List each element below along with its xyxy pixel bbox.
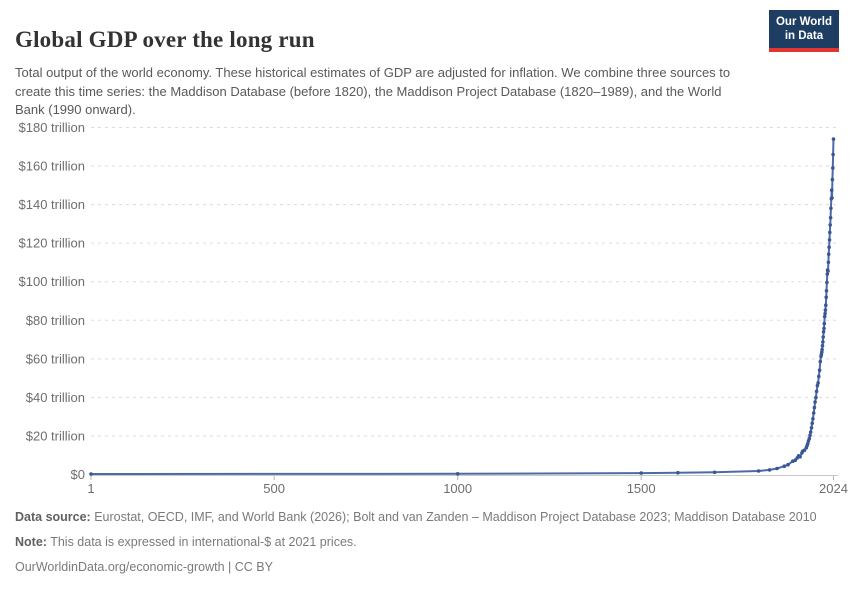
data-point bbox=[829, 188, 834, 192]
x-tick-label: 1500 bbox=[627, 481, 656, 496]
data-point bbox=[820, 347, 824, 352]
separator: | bbox=[224, 560, 235, 574]
y-tick-label: $140 trillion bbox=[19, 197, 86, 212]
data-point bbox=[822, 321, 827, 326]
data-point bbox=[828, 230, 832, 235]
data-point bbox=[828, 223, 832, 227]
data-point bbox=[824, 289, 829, 293]
data-point bbox=[831, 137, 836, 141]
data-point bbox=[455, 472, 460, 476]
owid-logo-line2: in Data bbox=[784, 29, 824, 42]
owid-logo-line1: Our World bbox=[775, 16, 832, 28]
y-axis-labels: $0 $20 trillion $40 trillion $60 trillion $8… bbox=[19, 120, 86, 482]
data-point bbox=[826, 269, 830, 273]
page-title: Global GDP over the long run bbox=[15, 27, 315, 53]
data-point bbox=[831, 166, 835, 170]
x-tick-label: 500 bbox=[263, 481, 285, 496]
data-point bbox=[820, 343, 825, 348]
data-point bbox=[821, 330, 826, 334]
data-point bbox=[815, 383, 820, 388]
data-point bbox=[807, 436, 812, 441]
data-point bbox=[811, 417, 815, 421]
data-point bbox=[822, 314, 827, 319]
data-point bbox=[810, 421, 814, 426]
y-tick-label: $20 trillion bbox=[26, 428, 85, 443]
x-tick-label: 2024 bbox=[819, 481, 848, 496]
data-point bbox=[808, 430, 813, 434]
data-point bbox=[798, 455, 802, 459]
data-point bbox=[831, 152, 835, 157]
data-point bbox=[89, 472, 93, 476]
data-point bbox=[816, 381, 820, 385]
owid-logo[interactable]: Our World in Data bbox=[768, 10, 839, 52]
note-label: Note: bbox=[15, 535, 47, 549]
gdp-line bbox=[90, 138, 835, 475]
data-point bbox=[775, 466, 779, 471]
chart-footer: Data source: Eurostat, OECD, IMF, and Wo… bbox=[15, 508, 825, 583]
data-point bbox=[806, 441, 810, 446]
data-point bbox=[827, 238, 832, 242]
data-point bbox=[639, 471, 643, 475]
data-point bbox=[811, 411, 816, 415]
chart-subtitle: Total output of the world economy. These… bbox=[15, 65, 731, 117]
data-point bbox=[823, 308, 828, 312]
y-tick-label: $80 trillion bbox=[26, 313, 85, 328]
data-point bbox=[817, 368, 822, 373]
x-tick-label: 1000 bbox=[443, 481, 472, 496]
data-point bbox=[827, 245, 831, 249]
attribution-line: OurWorldinData.org/economic-growth | CC … bbox=[15, 558, 825, 576]
data-point bbox=[802, 448, 807, 453]
data-point bbox=[825, 272, 830, 276]
data-point bbox=[824, 303, 828, 308]
data-source-label: Data source: bbox=[15, 510, 91, 524]
owid-url-link[interactable]: OurWorldinData.org/economic-growth bbox=[15, 560, 225, 574]
data-point bbox=[829, 206, 833, 211]
x-axis-labels: 1 500 1000 1500 2024 bbox=[87, 481, 848, 496]
gdp-line-series bbox=[89, 137, 836, 476]
license-label: CC BY bbox=[234, 560, 273, 574]
data-point bbox=[821, 340, 825, 344]
data-point bbox=[812, 405, 817, 410]
data-point bbox=[824, 295, 828, 300]
data-point bbox=[821, 335, 825, 339]
data-point bbox=[825, 280, 829, 285]
y-gridlines bbox=[91, 127, 838, 437]
y-tick-label: $180 trillion bbox=[19, 120, 86, 135]
data-point bbox=[782, 464, 787, 469]
data-point bbox=[814, 395, 818, 400]
data-point bbox=[813, 400, 817, 404]
y-tick-label: $120 trillion bbox=[19, 236, 86, 251]
y-tick-label: $160 trillion bbox=[19, 159, 86, 174]
data-point bbox=[786, 462, 790, 467]
data-point bbox=[712, 470, 717, 475]
data-source-line: Data source: Eurostat, OECD, IMF, and Wo… bbox=[15, 508, 825, 526]
y-tick-label: $100 trillion bbox=[19, 274, 86, 289]
y-tick-label: $40 trillion bbox=[26, 390, 85, 405]
data-point bbox=[767, 468, 772, 472]
data-point bbox=[676, 470, 680, 475]
x-axis bbox=[90, 475, 838, 480]
data-point bbox=[756, 469, 761, 473]
data-point bbox=[826, 260, 831, 265]
y-tick-label: $60 trillion bbox=[26, 351, 85, 366]
data-source-text: Eurostat, OECD, IMF, and World Bank (202… bbox=[90, 510, 817, 524]
note-text: This data is expressed in international-… bbox=[46, 535, 357, 549]
data-point bbox=[809, 426, 814, 430]
note-line: Note: This data is expressed in internat… bbox=[15, 533, 825, 551]
x-tick-label: 1 bbox=[87, 481, 94, 496]
data-point bbox=[826, 252, 831, 256]
data-point bbox=[828, 215, 833, 220]
data-point bbox=[818, 359, 823, 364]
data-point bbox=[814, 389, 819, 394]
data-point bbox=[808, 433, 812, 438]
data-point bbox=[830, 177, 835, 182]
data-point bbox=[830, 196, 834, 200]
data-point bbox=[817, 374, 821, 379]
y-tick-label: $0 bbox=[71, 467, 85, 482]
data-point bbox=[823, 311, 827, 316]
data-point bbox=[822, 326, 826, 331]
